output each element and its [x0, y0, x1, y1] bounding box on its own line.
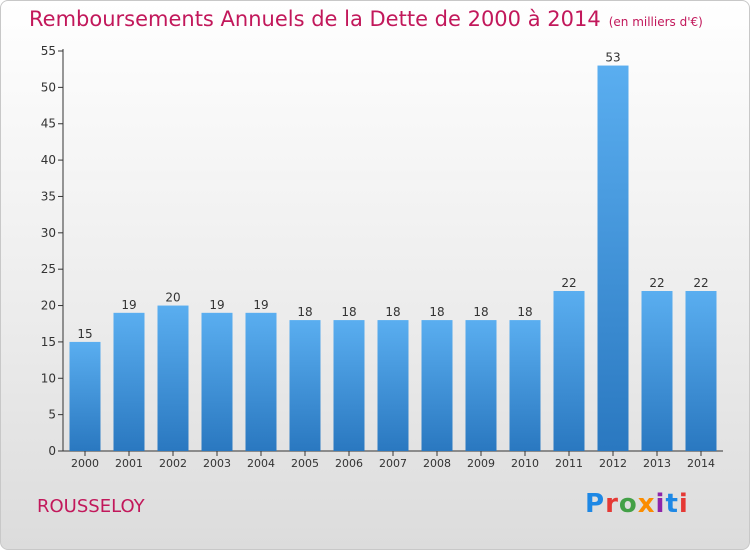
x-tick-label-2006: 2006 — [335, 457, 363, 470]
brand-logo: Proxiti — [585, 489, 689, 519]
data-label-2010: 18 — [517, 305, 532, 319]
x-tick-label-2009: 2009 — [467, 457, 495, 470]
data-label-2001: 19 — [121, 298, 136, 312]
x-tick-label-2001: 2001 — [115, 457, 143, 470]
x-tick-label-2011: 2011 — [555, 457, 583, 470]
data-label-2000: 15 — [77, 327, 92, 341]
data-label-2013: 22 — [649, 276, 664, 290]
x-tick-label-2000: 2000 — [71, 457, 99, 470]
chart-title-block: Remboursements Annuels de la Dette de 20… — [29, 7, 703, 31]
y-axis: 0 5 10 15 20 25 30 35 40 45 50 55 — [41, 44, 64, 458]
data-label-2009: 18 — [473, 305, 488, 319]
y-tick-label: 40 — [41, 153, 56, 167]
y-tick-label: 20 — [41, 299, 56, 313]
x-tick-label-2013: 2013 — [643, 457, 671, 470]
x-tick-label-2010: 2010 — [511, 457, 539, 470]
brand-letter: o — [618, 489, 638, 519]
y-tick-label: 10 — [41, 371, 56, 385]
bar-2002 — [157, 305, 189, 451]
commune-name: ROUSSELOY — [37, 496, 145, 517]
x-tick-label-2014: 2014 — [687, 457, 715, 470]
bar-2006 — [333, 320, 365, 451]
brand-letter: i — [655, 489, 666, 519]
bar-2003 — [201, 312, 233, 451]
bar-2013 — [641, 291, 673, 451]
y-tick-label: 35 — [41, 189, 56, 203]
bar-2010 — [509, 320, 541, 451]
x-tick-label-2008: 2008 — [423, 457, 451, 470]
x-tick-label-2012: 2012 — [599, 457, 627, 470]
y-tick-label: 0 — [48, 444, 56, 458]
bar-2004 — [245, 312, 277, 451]
data-label-2008: 18 — [429, 305, 444, 319]
bar-2012 — [597, 65, 629, 451]
bar-2007 — [377, 320, 409, 451]
data-label-2007: 18 — [385, 305, 400, 319]
data-label-2006: 18 — [341, 305, 356, 319]
bar-2014 — [685, 291, 717, 451]
bars-group — [69, 65, 717, 451]
bar-2001 — [113, 312, 145, 451]
x-axis: 2000 2001 2002 2003 2004 2005 2006 2007 2008 2009… — [63, 450, 723, 470]
x-tick-label-2003: 2003 — [203, 457, 231, 470]
data-label-2004: 19 — [253, 298, 268, 312]
y-tick-label: 5 — [48, 408, 56, 422]
x-tick-label-2004: 2004 — [247, 457, 275, 470]
data-labels-group: 15 19 20 19 19 18 18 18 18 18 18 22 53 22 22 — [77, 51, 708, 341]
data-label-2003: 19 — [209, 298, 224, 312]
brand-letter: P — [585, 489, 606, 519]
chart-title: Remboursements Annuels de la Dette de 20… — [29, 7, 601, 31]
bar-2011 — [553, 291, 585, 451]
bar-2008 — [421, 320, 453, 451]
brand-letter: r — [605, 489, 619, 519]
data-label-2011: 22 — [561, 276, 576, 290]
x-tick-label-2005: 2005 — [291, 457, 319, 470]
brand-letter: x — [637, 489, 656, 519]
y-tick-label: 30 — [41, 226, 56, 240]
y-tick-label: 50 — [41, 80, 56, 94]
chart-unit: (en milliers d'€) — [608, 15, 703, 29]
bar-2000 — [69, 341, 101, 451]
data-label-2002: 20 — [165, 291, 180, 305]
y-tick-label: 55 — [41, 44, 56, 58]
brand-letter: t — [665, 489, 679, 519]
y-tick-label: 45 — [41, 117, 56, 131]
x-tick-label-2007: 2007 — [379, 457, 407, 470]
bar-2009 — [465, 320, 497, 451]
data-label-2005: 18 — [297, 305, 312, 319]
brand-letter: i — [678, 489, 689, 519]
y-tick-label: 25 — [41, 262, 56, 276]
x-tick-label-2002: 2002 — [159, 457, 187, 470]
data-label-2014: 22 — [693, 276, 708, 290]
bar-2005 — [289, 320, 321, 451]
y-tick-label: 15 — [41, 335, 56, 349]
data-label-2012: 53 — [605, 51, 620, 65]
